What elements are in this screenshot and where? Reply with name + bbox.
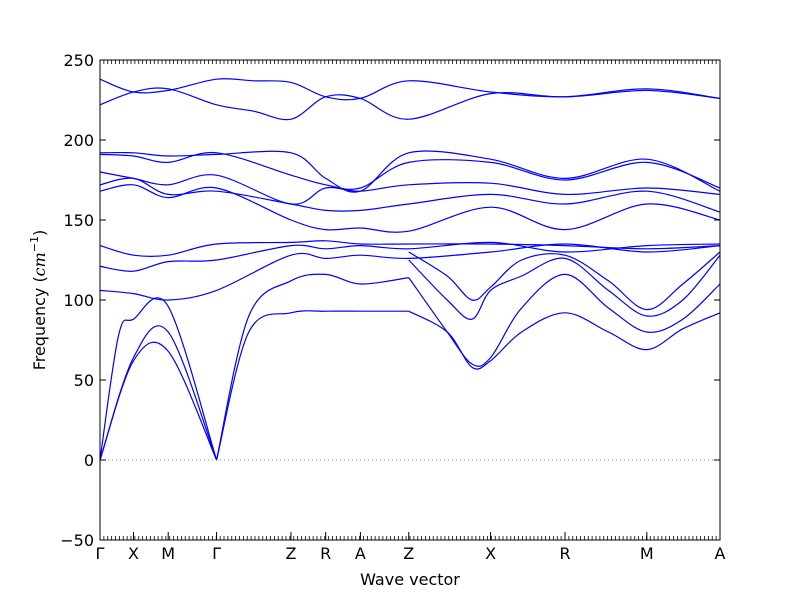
y-tick-label: 150 [63,211,94,230]
x-tick-label: R [320,544,331,563]
phonon-branch-3 [99,297,218,461]
phonon-branch-9 [408,251,721,311]
phonon-branch-8 [408,254,721,320]
phonon-branch-2 [99,325,218,461]
y-tick-label: 250 [63,51,94,70]
phonon-branch-4 [215,310,409,461]
x-tick-label: Γ [212,544,221,563]
y-tick-label: 50 [74,371,94,390]
phonon-branch-13 [99,184,721,233]
y-axis: −50 0 50 100 150 200 250 [60,51,720,550]
x-tick-label: A [355,544,366,563]
x-axis-title: Wave vector [360,570,460,589]
y-axis-title: Frequency (cm−1) [28,230,49,371]
y-tick-label: 0 [84,451,94,470]
x-tick-label: M [640,544,654,563]
y-tick-label: 100 [63,291,94,310]
x-tick-label: X [128,544,139,563]
x-tick-label: Z [285,544,296,563]
x-tick-label: A [715,544,726,563]
phonon-branch-16 [99,151,721,190]
phonon-branch-5 [215,273,409,461]
phonon-branch-14 [99,177,721,213]
y-axis-title-unit: cm [30,252,49,276]
phonon-branch-19 [99,78,721,101]
x-tick-label: Z [403,544,414,563]
phonon-branch-7 [408,273,721,367]
phonon-branch-12 [99,240,721,258]
series-layer [99,78,721,461]
phonon-branch-11 [99,241,721,272]
y-axis-title-close: ) [30,230,49,236]
y-axis-title-text: Frequency ( [30,276,49,370]
x-tick-label: X [485,544,496,563]
y-tick-label: 200 [63,131,94,150]
y-tick-label: −50 [60,531,94,550]
x-tick-label: R [559,544,570,563]
phonon-branch-15 [99,171,721,205]
x-tick-label: M [161,544,175,563]
y-axis-title-exponent: −1 [28,236,41,252]
phonon-branch-17 [99,150,721,193]
x-tick-label: Γ [96,544,105,563]
phonon-branch-10 [99,243,721,301]
